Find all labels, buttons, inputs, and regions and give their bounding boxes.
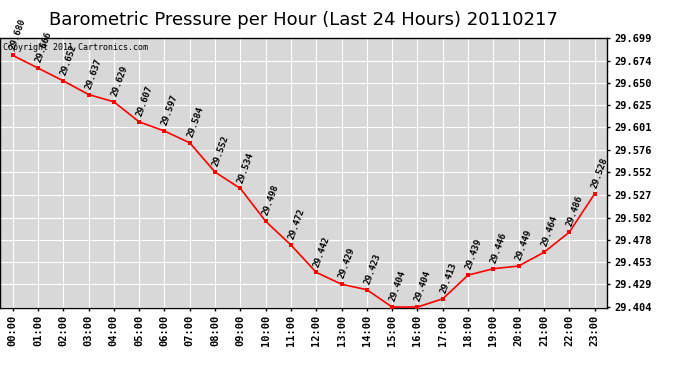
Text: 29.498: 29.498 — [262, 184, 281, 217]
Text: Copyright 2011 Cartronics.com: Copyright 2011 Cartronics.com — [3, 43, 148, 52]
Text: 29.680: 29.680 — [8, 18, 28, 51]
Text: 29.528: 29.528 — [590, 156, 610, 190]
Text: 29.404: 29.404 — [413, 270, 433, 303]
Text: 29.552: 29.552 — [210, 135, 230, 168]
Text: 29.439: 29.439 — [464, 238, 483, 271]
Text: 29.584: 29.584 — [186, 105, 205, 139]
Text: 29.404: 29.404 — [388, 270, 407, 303]
Text: 29.449: 29.449 — [514, 228, 534, 262]
Text: 29.534: 29.534 — [236, 151, 255, 184]
Text: 29.413: 29.413 — [438, 261, 458, 295]
Text: 29.666: 29.666 — [34, 30, 53, 64]
Text: 29.607: 29.607 — [135, 84, 155, 118]
Text: 29.486: 29.486 — [565, 195, 584, 228]
Text: 29.464: 29.464 — [540, 215, 559, 248]
Text: 29.442: 29.442 — [312, 235, 331, 268]
Text: 29.652: 29.652 — [59, 43, 79, 76]
Text: 29.446: 29.446 — [489, 231, 509, 265]
Text: 29.423: 29.423 — [362, 252, 382, 285]
Text: 29.637: 29.637 — [84, 57, 103, 90]
Text: 29.429: 29.429 — [337, 247, 357, 280]
Text: 29.629: 29.629 — [110, 64, 129, 98]
Text: 29.472: 29.472 — [286, 207, 306, 241]
Text: 29.597: 29.597 — [160, 93, 179, 127]
Text: Barometric Pressure per Hour (Last 24 Hours) 20110217: Barometric Pressure per Hour (Last 24 Ho… — [49, 11, 558, 29]
